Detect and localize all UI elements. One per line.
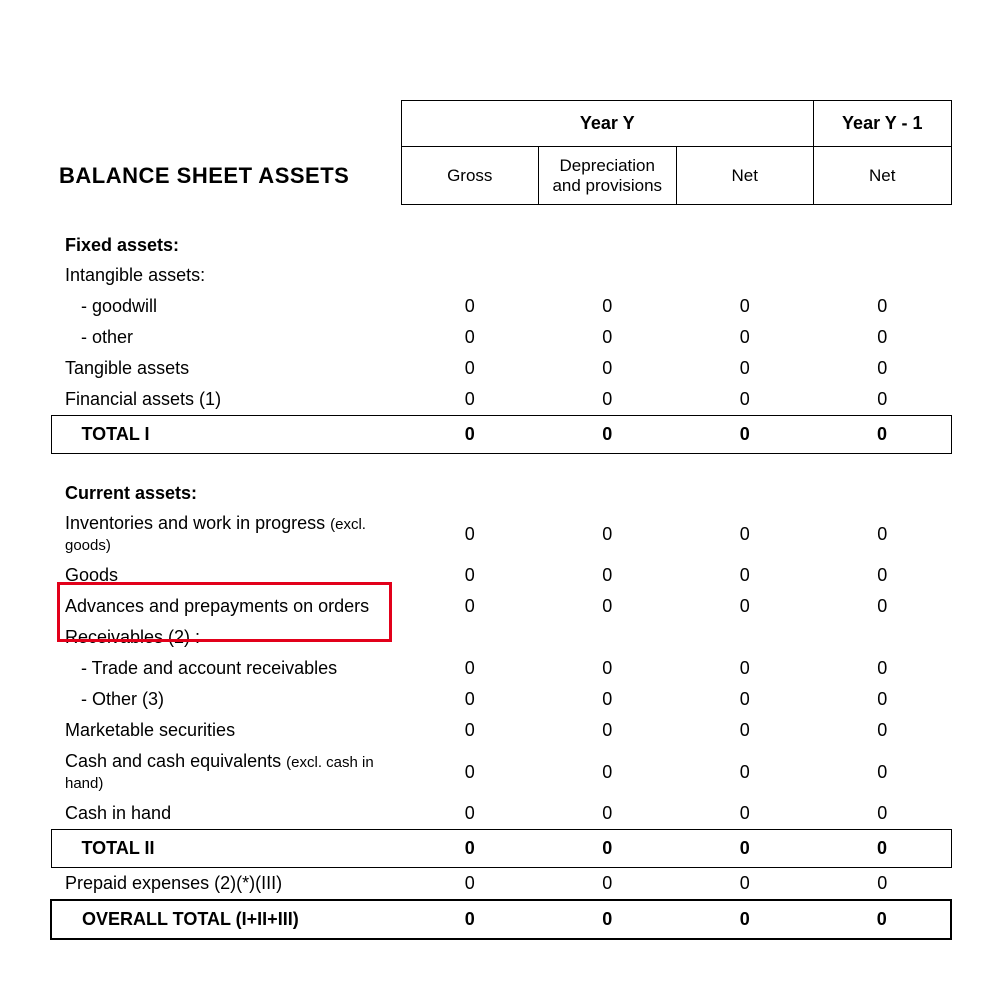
row-overall-total: OVERALL TOTAL (I+II+III) 0 0 0 0 [51, 900, 951, 939]
row-cash-equiv: Cash and cash equivalents (excl. cash in… [51, 746, 951, 798]
row-other-receivables: - Other (3) 0 0 0 0 [51, 684, 951, 715]
page-title: BALANCE SHEET ASSETS [51, 147, 401, 205]
col-gross: Gross [401, 147, 539, 205]
header-row-cols: BALANCE SHEET ASSETS Gross Depreciation … [51, 147, 951, 205]
col-net: Net [676, 147, 814, 205]
col-depreciation: Depreciation and provisions [539, 147, 677, 205]
row-goods: Goods 0 0 0 0 [51, 560, 951, 591]
section-fixed-assets: Fixed assets: [51, 229, 951, 260]
header-row-years: Year Y Year Y - 1 [51, 101, 951, 147]
balance-sheet-table: Year Y Year Y - 1 BALANCE SHEET ASSETS G… [50, 100, 952, 940]
row-financial: Financial assets (1) 0 0 0 0 [51, 384, 951, 416]
row-intangible: Intangible assets: [51, 260, 951, 291]
row-goodwill: - goodwill 0 0 0 0 [51, 291, 951, 322]
row-other-intangible: - other 0 0 0 0 [51, 322, 951, 353]
row-tangible: Tangible assets 0 0 0 0 [51, 353, 951, 384]
row-receivables: Receivables (2) : [51, 622, 951, 653]
header-year-y: Year Y [401, 101, 814, 147]
row-total-2: TOTAL II 0 0 0 0 [51, 830, 951, 868]
row-inventories: Inventories and work in progress (excl. … [51, 508, 951, 560]
row-cash-hand: Cash in hand 0 0 0 0 [51, 798, 951, 830]
row-total-1: TOTAL I 0 0 0 0 [51, 415, 951, 453]
header-year-y1: Year Y - 1 [814, 101, 952, 147]
section-current-assets: Current assets: [51, 477, 951, 508]
row-securities: Marketable securities 0 0 0 0 [51, 715, 951, 746]
row-prepaid: Prepaid expenses (2)(*)(III) 0 0 0 0 [51, 868, 951, 901]
row-advances: Advances and prepayments on orders 0 0 0… [51, 591, 951, 622]
row-trade-receivables: - Trade and account receivables 0 0 0 0 [51, 653, 951, 684]
col-net-prev: Net [814, 147, 952, 205]
